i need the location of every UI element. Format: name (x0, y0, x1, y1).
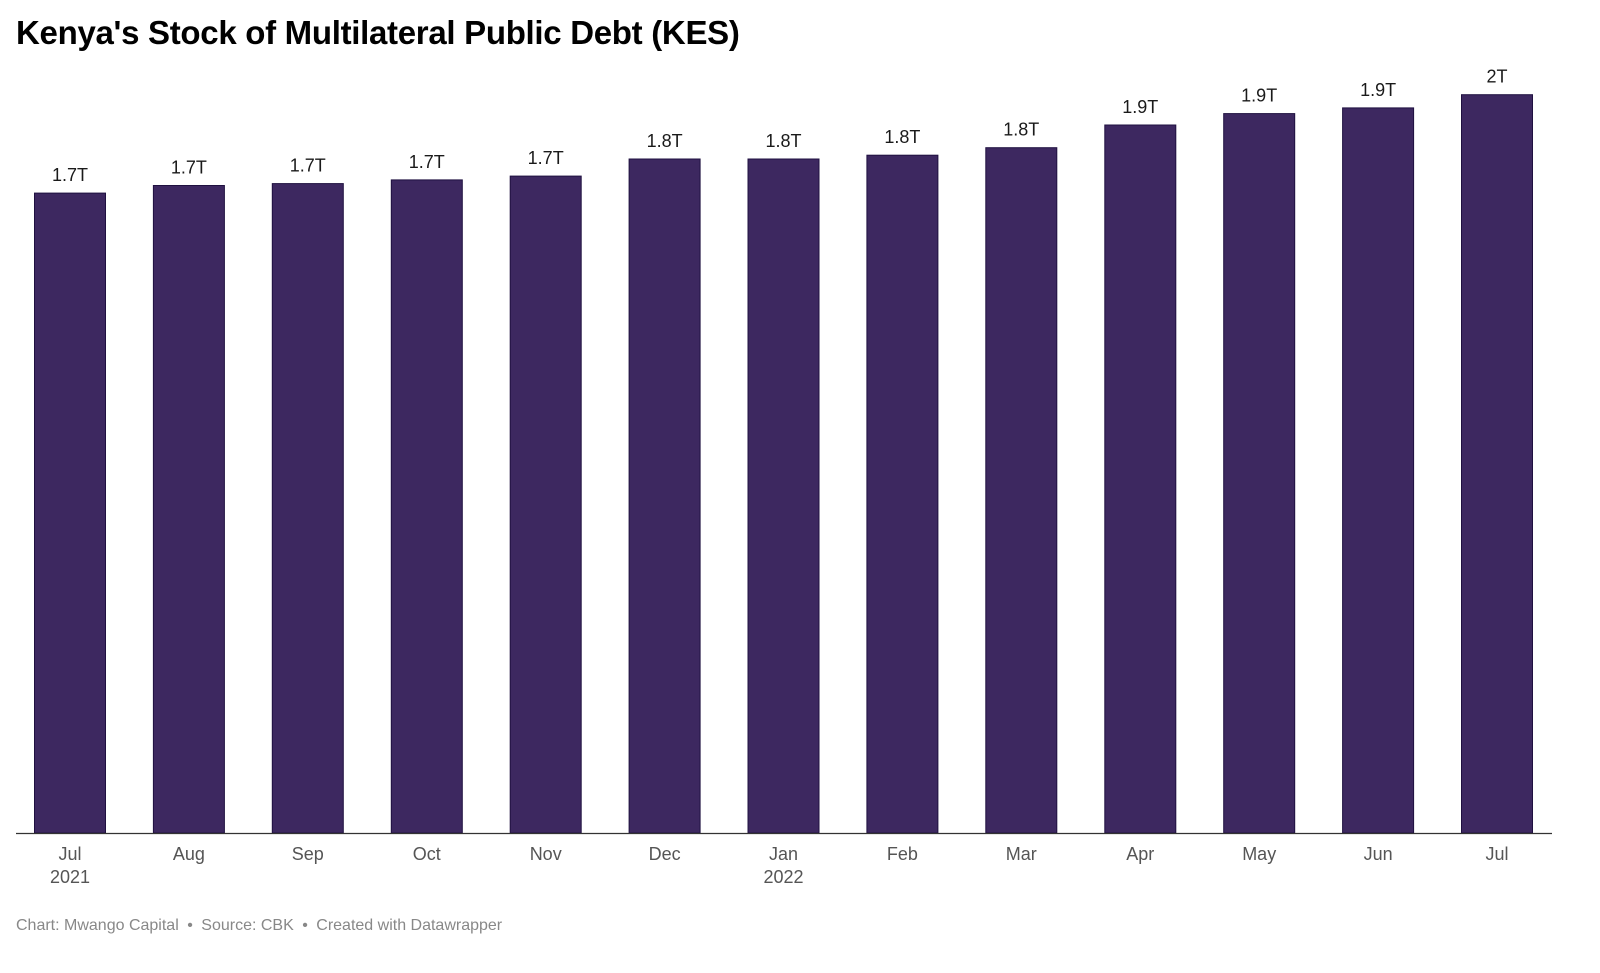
x-tick-label: Jan (769, 844, 798, 864)
x-tick-label: Jul (1485, 844, 1508, 864)
x-tick-label: May (1242, 844, 1276, 864)
bar-value-label: 1.7T (528, 148, 564, 168)
bars-group (34, 94, 1533, 834)
chart-source: Source: CBK (201, 917, 294, 934)
x-tick-label: Mar (1006, 844, 1037, 864)
x-tick-label: Dec (649, 844, 681, 864)
bar-value-label: 1.7T (52, 165, 88, 185)
bar-3 (271, 183, 344, 834)
bar-value-label: 1.7T (409, 152, 445, 172)
chart-credit: Chart: Mwango Capital (16, 917, 179, 934)
x-tick-label: Apr (1126, 844, 1154, 864)
bar-value-label: 1.8T (647, 131, 683, 151)
bar-6 (628, 158, 701, 834)
bar-11 (1223, 113, 1296, 834)
x-tick-label: Jul (58, 844, 81, 864)
bar-value-label: 1.7T (171, 158, 207, 178)
created-with: Created with Datawrapper (316, 917, 503, 934)
x-tick-label: Feb (887, 844, 918, 864)
x-year-label: 2021 (50, 867, 90, 887)
chart-footer: Chart: Mwango Capital • Source: CBK • Cr… (16, 917, 502, 935)
x-tick-label: Nov (530, 844, 562, 864)
footer-separator: • (187, 917, 193, 934)
bar-1 (34, 192, 106, 834)
bar-value-label: 1.7T (290, 156, 326, 176)
bar-value-label: 1.9T (1122, 97, 1158, 117)
bar-value-label: 1.8T (1003, 120, 1039, 140)
bar-7 (747, 158, 820, 834)
x-tick-label: Oct (413, 844, 441, 864)
bar-value-label: 1.9T (1241, 86, 1277, 106)
bar-2 (152, 185, 225, 834)
bar-10 (1104, 124, 1177, 834)
bar-value-label: 1.8T (884, 127, 920, 147)
bar-8 (866, 154, 939, 834)
x-tick-label: Jun (1364, 844, 1393, 864)
x-tick-labels-group: Jul 2021 Aug Sep Oct Nov Dec Jan 2022 Feb Mar Apr Ma… (50, 844, 1509, 887)
bar-4 (390, 179, 463, 834)
bar-13 (1461, 94, 1533, 834)
footer-separator: • (302, 917, 308, 934)
bar-value-label: 2T (1486, 67, 1507, 87)
bar-value-label: 1.9T (1360, 80, 1396, 100)
bar-labels-group: 1.7T 1.7T 1.7T 1.7T 1.7T 1.8T 1.8T 1.8T 1.8T 1.9T… (52, 67, 1508, 185)
x-year-label: 2022 (763, 867, 803, 887)
bar-12 (1342, 107, 1415, 834)
chart-title: Kenya's Stock of Multilateral Public Deb… (16, 14, 740, 51)
bar-value-label: 1.8T (765, 131, 801, 151)
x-tick-label: Sep (292, 844, 324, 864)
bar-5 (509, 175, 582, 834)
bar-9 (985, 147, 1058, 834)
x-tick-label: Aug (173, 844, 205, 864)
